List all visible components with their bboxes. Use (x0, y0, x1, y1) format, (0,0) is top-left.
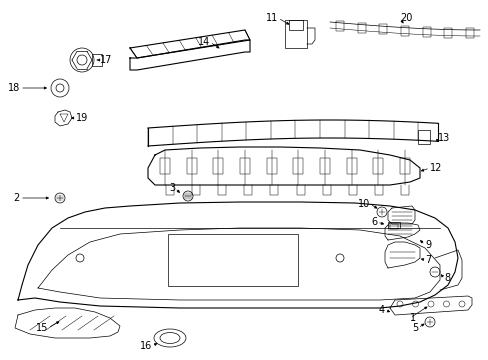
Bar (240, 158, 249, 174)
Text: 4: 4 (378, 305, 384, 315)
Text: 8: 8 (443, 273, 449, 283)
Text: 11: 11 (265, 13, 278, 23)
Text: 15: 15 (36, 323, 48, 333)
Bar (266, 158, 276, 174)
Text: 14: 14 (197, 37, 209, 47)
Text: 3: 3 (168, 183, 175, 193)
Text: 12: 12 (429, 163, 442, 173)
Bar (160, 158, 170, 174)
Bar (379, 24, 386, 34)
Text: 9: 9 (424, 240, 430, 250)
Text: 16: 16 (140, 341, 152, 351)
Bar (465, 28, 473, 38)
Bar (168, 234, 297, 286)
Text: 18: 18 (8, 83, 20, 93)
Bar (285, 20, 306, 48)
Text: 6: 6 (370, 217, 376, 227)
Bar (186, 158, 196, 174)
Text: 17: 17 (100, 55, 112, 65)
Text: 13: 13 (437, 133, 449, 143)
Bar (293, 158, 303, 174)
Bar (346, 158, 356, 174)
Text: 1: 1 (409, 313, 415, 323)
Bar (389, 224, 397, 229)
Text: 7: 7 (424, 255, 430, 265)
Bar (92, 54, 102, 66)
Bar (399, 158, 409, 174)
Bar (400, 26, 408, 36)
Text: 19: 19 (76, 113, 88, 123)
Bar (357, 23, 365, 33)
Bar (372, 158, 383, 174)
Bar (319, 158, 329, 174)
Text: 2: 2 (14, 193, 20, 203)
Text: 5: 5 (411, 323, 417, 333)
Text: 20: 20 (399, 13, 411, 23)
Bar (213, 158, 223, 174)
Text: 10: 10 (357, 199, 369, 209)
Bar (288, 20, 303, 30)
Bar (335, 21, 343, 31)
Bar (422, 27, 430, 37)
Bar (444, 28, 451, 37)
Bar (417, 130, 429, 144)
